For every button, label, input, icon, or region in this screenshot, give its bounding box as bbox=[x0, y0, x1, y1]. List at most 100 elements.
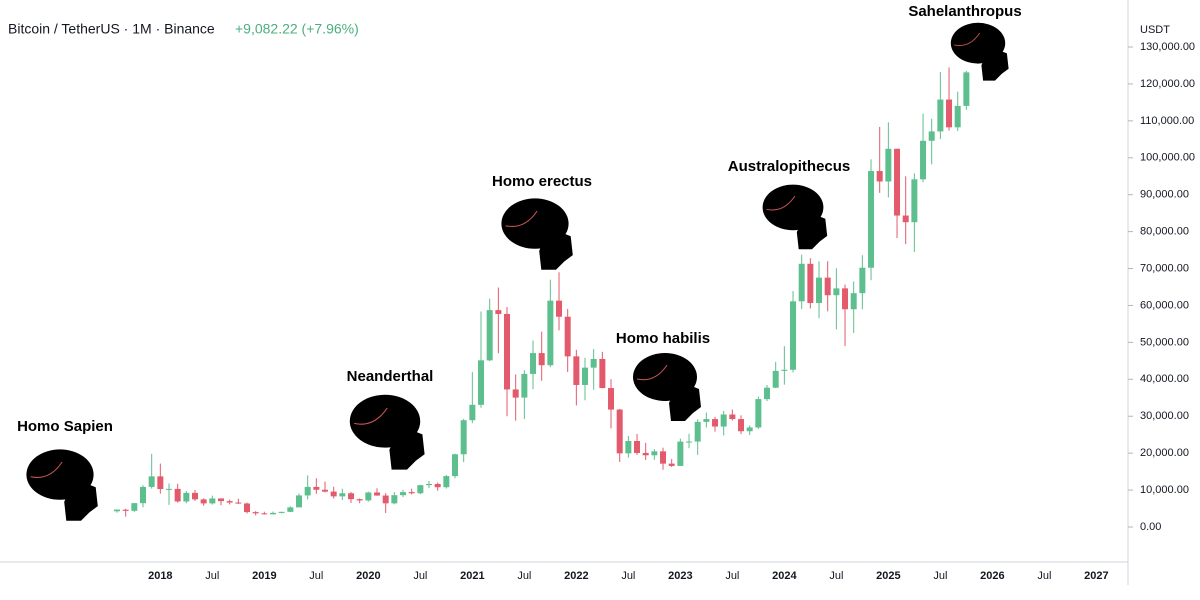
annotation: Sahelanthropus bbox=[908, 3, 1021, 20]
candle-body bbox=[582, 367, 589, 385]
candle-body bbox=[287, 507, 294, 512]
annotation: Homo habilis bbox=[616, 330, 710, 347]
candle-body bbox=[183, 492, 190, 502]
candle-body bbox=[408, 492, 415, 494]
skull bbox=[500, 197, 574, 271]
skull bbox=[632, 352, 702, 422]
candle-body bbox=[824, 277, 831, 296]
candle-body bbox=[131, 503, 138, 511]
y-tick-label: 120,000.00 bbox=[1140, 78, 1195, 90]
y-axis-label: USDT bbox=[1140, 24, 1170, 36]
candle-body bbox=[798, 263, 805, 302]
y-tick-label: 40,000.00 bbox=[1140, 373, 1189, 385]
candle-body bbox=[790, 301, 797, 370]
x-tick-label: Jul bbox=[621, 570, 635, 582]
candle-body bbox=[339, 493, 346, 497]
y-tick-label: 100,000.00 bbox=[1140, 152, 1195, 164]
candle-body bbox=[322, 489, 329, 492]
candle-body bbox=[677, 441, 684, 466]
candle-body bbox=[140, 486, 147, 504]
y-tick-label: 90,000.00 bbox=[1140, 189, 1189, 201]
x-tick-label: Jul bbox=[1037, 570, 1051, 582]
x-tick-label: Jul bbox=[309, 570, 323, 582]
candle-body bbox=[270, 512, 277, 515]
candle-body bbox=[746, 427, 753, 432]
candle-body bbox=[876, 171, 883, 182]
x-tick-label: Jul bbox=[517, 570, 531, 582]
y-tick-label: 60,000.00 bbox=[1140, 299, 1189, 311]
skull bbox=[762, 184, 828, 250]
candle-body bbox=[885, 148, 892, 182]
candle-body bbox=[894, 148, 901, 216]
candle-body bbox=[616, 409, 623, 454]
x-tick-label: 2025 bbox=[876, 570, 900, 582]
x-tick-label: 2020 bbox=[356, 570, 380, 582]
y-tick-label: 10,000.00 bbox=[1140, 484, 1189, 496]
skull bbox=[25, 448, 99, 522]
candle-body bbox=[920, 140, 927, 180]
candle-body bbox=[634, 440, 641, 453]
candle-body bbox=[963, 72, 970, 106]
candle-body bbox=[304, 486, 311, 496]
candle-body bbox=[928, 131, 935, 141]
candle-body bbox=[521, 373, 528, 398]
candle-body bbox=[261, 513, 268, 515]
skull bbox=[950, 22, 1010, 82]
candle-body bbox=[452, 454, 459, 477]
y-tick-label: 70,000.00 bbox=[1140, 262, 1189, 274]
candle-body bbox=[946, 99, 953, 128]
candle-body bbox=[235, 502, 242, 504]
annotation: Homo Sapien bbox=[17, 418, 113, 435]
candle-body bbox=[547, 300, 554, 366]
x-tick-label: 2021 bbox=[460, 570, 484, 582]
x-tick-label: 2019 bbox=[252, 570, 276, 582]
candle-body bbox=[755, 399, 762, 428]
candle-body bbox=[738, 419, 745, 432]
candle-body bbox=[712, 419, 719, 427]
candle-body bbox=[573, 356, 580, 385]
candle-body bbox=[313, 486, 320, 490]
candle-body bbox=[391, 495, 398, 504]
annotation: Neanderthal bbox=[347, 368, 434, 385]
candle-body bbox=[729, 414, 736, 420]
candle-body bbox=[365, 492, 372, 501]
y-tick-label: 20,000.00 bbox=[1140, 447, 1189, 459]
candle-body bbox=[781, 369, 788, 371]
x-tick-label: 2024 bbox=[772, 570, 797, 582]
candle-body bbox=[114, 509, 120, 512]
candle-body bbox=[200, 499, 207, 504]
candle-body bbox=[460, 420, 467, 455]
candle-body bbox=[625, 440, 632, 454]
candle-body bbox=[642, 452, 649, 456]
price-change: +9,082.22 (+7.96%) bbox=[235, 21, 359, 37]
candle-body bbox=[686, 441, 693, 443]
candle-body bbox=[668, 463, 675, 466]
candle-body bbox=[538, 353, 545, 366]
candle-body bbox=[764, 387, 771, 400]
y-tick-label: 130,000.00 bbox=[1140, 41, 1195, 53]
x-tick-label: 2026 bbox=[980, 570, 1004, 582]
candle-body bbox=[902, 215, 909, 223]
candle-body bbox=[486, 310, 493, 361]
y-tick-label: 50,000.00 bbox=[1140, 336, 1189, 348]
candle-body bbox=[469, 404, 476, 421]
x-tick-label: Jul bbox=[933, 570, 947, 582]
candle-body bbox=[651, 451, 658, 456]
chart-title: Bitcoin / TetherUS · 1M · Binance bbox=[8, 21, 215, 37]
candle-body bbox=[842, 288, 849, 310]
candle-body bbox=[850, 293, 857, 310]
candle-body bbox=[330, 491, 337, 497]
candle-body bbox=[400, 492, 407, 496]
candle-body bbox=[426, 483, 433, 486]
candle-body bbox=[495, 310, 502, 314]
annotation: Australopithecus bbox=[728, 158, 851, 175]
x-tick-label: 2027 bbox=[1084, 570, 1108, 582]
x-tick-label: Jul bbox=[829, 570, 843, 582]
candle-body bbox=[816, 277, 823, 303]
candle-body bbox=[174, 488, 181, 502]
y-tick-label: 80,000.00 bbox=[1140, 226, 1189, 238]
candle-body bbox=[859, 267, 866, 294]
candle-body bbox=[911, 179, 918, 223]
candle-body bbox=[556, 300, 563, 317]
candle-body bbox=[720, 414, 727, 427]
